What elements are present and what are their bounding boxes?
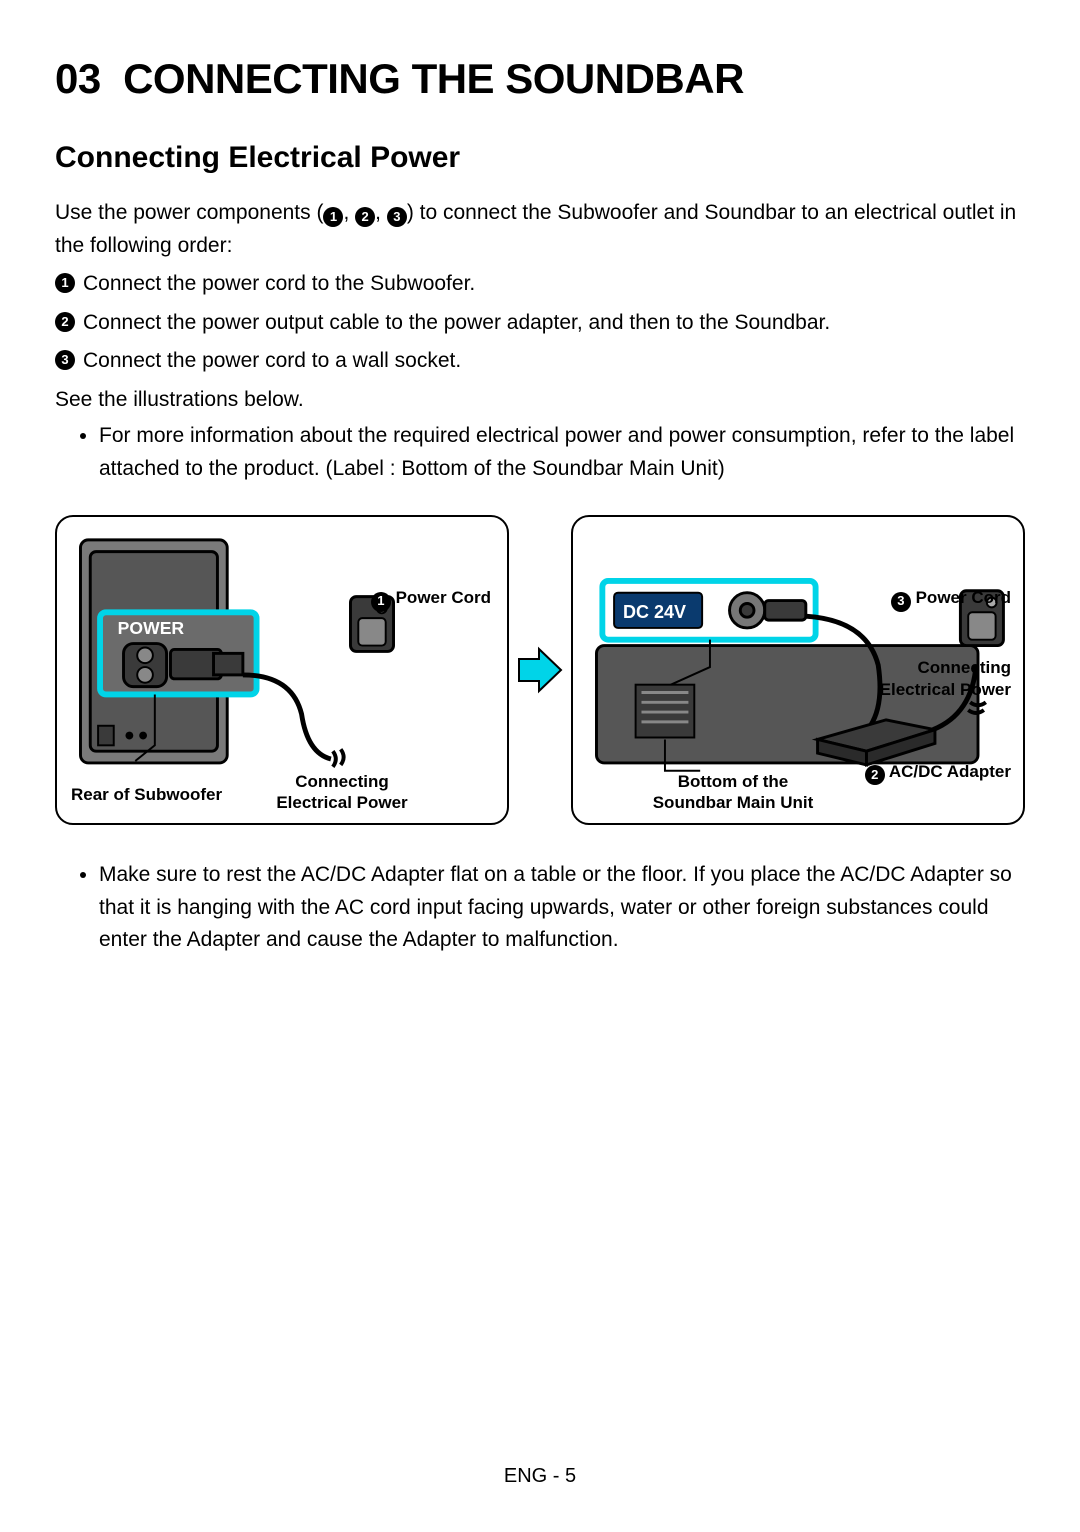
step-3: 3 Connect the power cord to a wall socke… (55, 345, 1025, 378)
right-bottom-unit-label: Bottom of the Soundbar Main Unit (643, 771, 823, 814)
arrow-between (517, 645, 563, 695)
dc24v-label: DC 24V (623, 601, 686, 624)
right-circle-2-icon: 2 (865, 765, 885, 785)
bullet-adapter-warning: Make sure to rest the AC/DC Adapter flat… (99, 859, 1025, 957)
right-connecting-label: Connecting Electrical Power (871, 657, 1011, 700)
info-bullet-list-2: Make sure to rest the AC/DC Adapter flat… (55, 859, 1025, 957)
left-rear-sub-label: Rear of Subwoofer (71, 784, 231, 805)
step-1-text: Connect the power cord to the Subwoofer. (83, 268, 475, 301)
step-2-text: Connect the power output cable to the po… (83, 307, 830, 340)
chapter-number: 03 (55, 55, 101, 102)
circle-3-icon: 3 (387, 207, 407, 227)
step-3-icon: 3 (55, 350, 75, 370)
left-power-cord-text: Power Cord (396, 588, 491, 607)
bullet-power-info: For more information about the required … (99, 420, 1025, 485)
diagram-row: POWER 1 Power Cord (55, 515, 1025, 825)
page-footer: ENG - 5 (0, 1465, 1080, 1488)
step-1-icon: 1 (55, 273, 75, 293)
arrow-right-icon (517, 645, 563, 695)
intro-paragraph: Use the power components (1, 2, 3) to co… (55, 197, 1025, 262)
left-power-cord-label: 1 Power Cord (371, 587, 491, 611)
right-circle-3-icon: 3 (891, 592, 911, 612)
step-2: 2 Connect the power output cable to the … (55, 307, 1025, 340)
diagram-left-panel: POWER 1 Power Cord (55, 515, 509, 825)
chapter-name: CONNECTING THE SOUNDBAR (123, 55, 744, 102)
left-circle-1-icon: 1 (371, 592, 391, 612)
step-3-text: Connect the power cord to a wall socket. (83, 345, 461, 378)
right-adapter-text: AC/DC Adapter (889, 762, 1011, 781)
circle-1-icon: 1 (323, 207, 343, 227)
right-adapter-label: 2 AC/DC Adapter (865, 761, 1011, 785)
circle-2-icon: 2 (355, 207, 375, 227)
left-connecting-label: Connecting Electrical Power (267, 771, 417, 814)
section-title: Connecting Electrical Power (55, 141, 1025, 175)
info-bullet-list-1: For more information about the required … (55, 420, 1025, 485)
intro-sep1: , (343, 201, 355, 224)
intro-pre: Use the power components ( (55, 201, 323, 224)
right-power-cord-label: 3 Power Cord (891, 587, 1011, 611)
power-label: POWER (118, 618, 185, 638)
chapter-title: 03 CONNECTING THE SOUNDBAR (55, 55, 1025, 103)
step-2-icon: 2 (55, 312, 75, 332)
diagram-right-panel: DC 24V 3 Power Cord Connecting Electrica… (571, 515, 1025, 825)
intro-sep2: , (375, 201, 387, 224)
step-1: 1 Connect the power cord to the Subwoofe… (55, 268, 1025, 301)
see-below: See the illustrations below. (55, 384, 1025, 417)
right-power-cord-text: Power Cord (916, 588, 1011, 607)
